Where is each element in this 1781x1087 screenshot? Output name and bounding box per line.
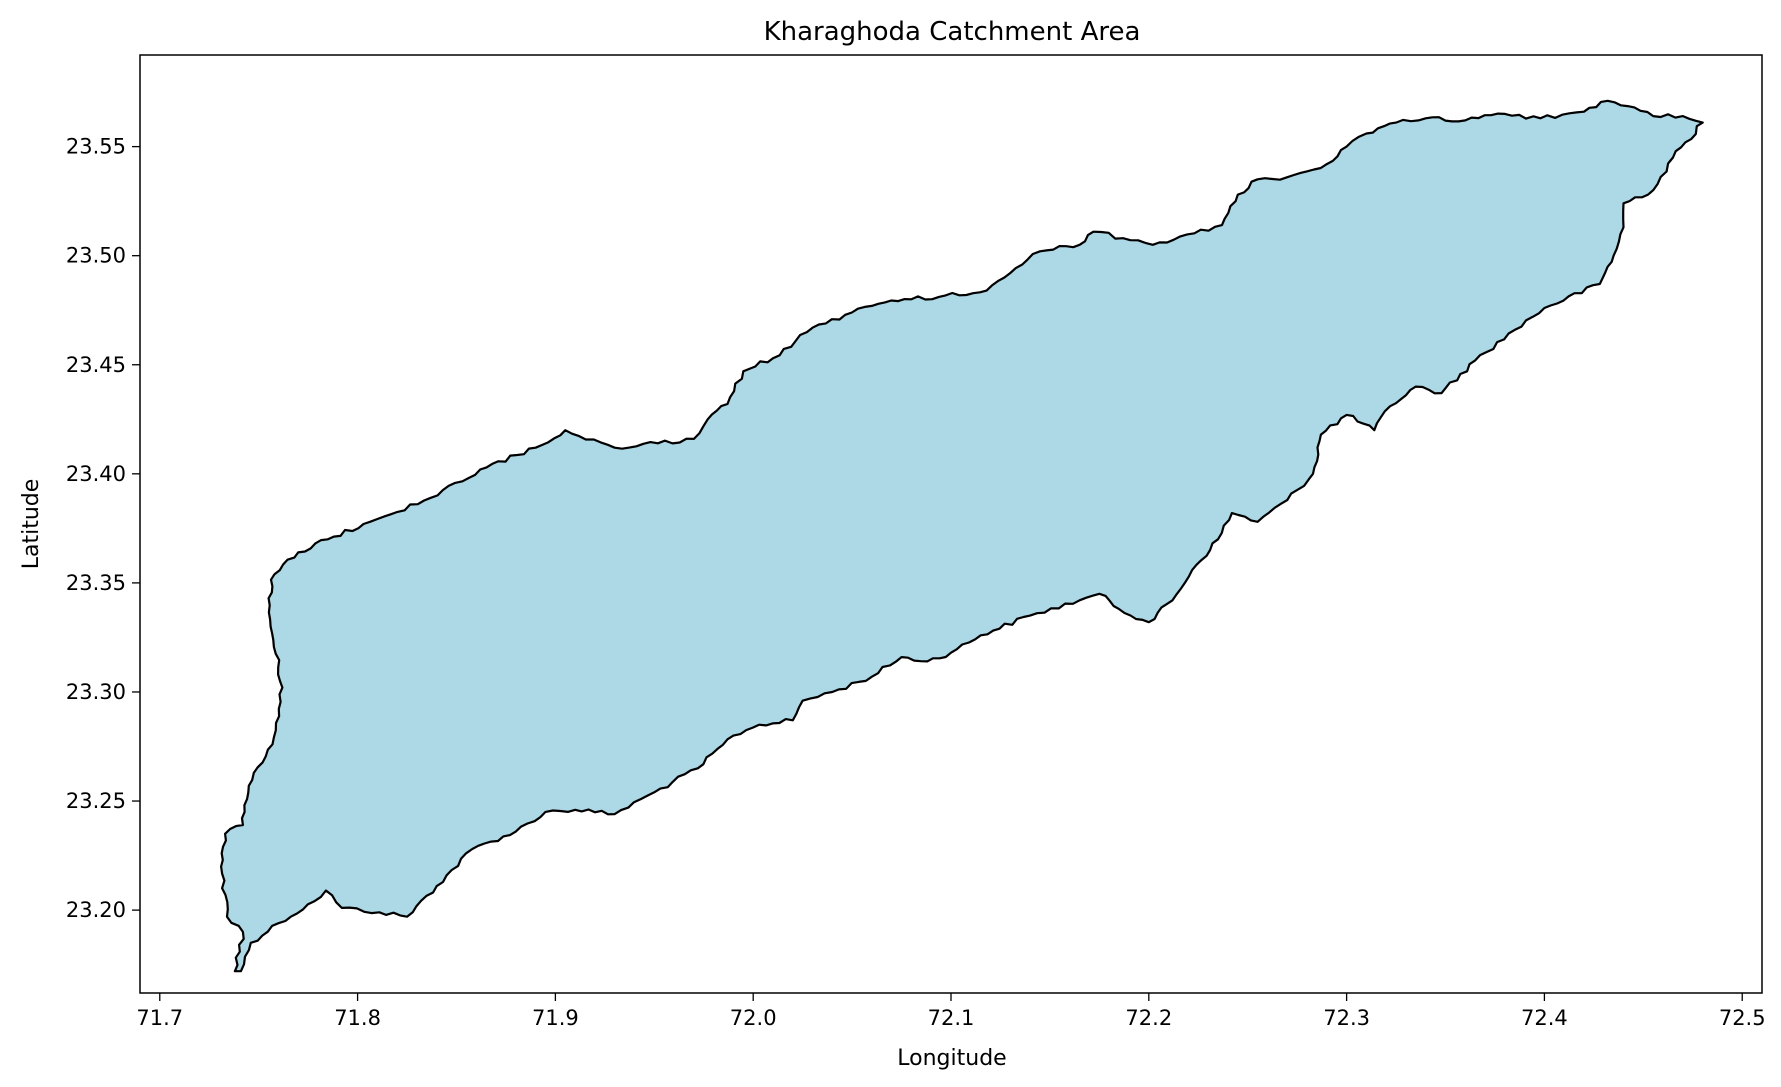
y-tick-label: 23.45 bbox=[66, 353, 126, 377]
y-axis-label: Latitude bbox=[19, 479, 44, 570]
x-tick-label: 71.7 bbox=[136, 1006, 183, 1030]
x-tick-label: 72.3 bbox=[1323, 1006, 1370, 1030]
catchment-area-layer bbox=[220, 99, 1704, 973]
x-tick-label: 72.5 bbox=[1719, 1006, 1766, 1030]
y-tick-label: 23.35 bbox=[66, 571, 126, 595]
y-tick-label: 23.40 bbox=[66, 462, 126, 486]
x-tick-label: 72.2 bbox=[1125, 1006, 1172, 1030]
x-tick-label: 72.1 bbox=[928, 1006, 975, 1030]
x-tick-label: 71.8 bbox=[334, 1006, 381, 1030]
y-tick-label: 23.55 bbox=[66, 135, 126, 159]
x-tick-label: 72.4 bbox=[1521, 1006, 1568, 1030]
y-tick-label: 23.30 bbox=[66, 680, 126, 704]
x-axis: 71.7 71.8 71.9 72.0 72.1 72.2 72.3 72.4 72.5 bbox=[136, 993, 1766, 1030]
x-tick-label: 72.0 bbox=[730, 1006, 777, 1030]
x-tick-label: 71.9 bbox=[532, 1006, 579, 1030]
y-axis: 23.20 23.25 23.30 23.35 23.40 23.45 23.50 23.55 bbox=[66, 135, 140, 922]
chart-title: Kharaghoda Catchment Area bbox=[764, 17, 1141, 47]
y-tick-label: 23.25 bbox=[66, 789, 126, 813]
y-tick-label: 23.50 bbox=[66, 244, 126, 268]
y-tick-label: 23.20 bbox=[66, 898, 126, 922]
x-axis-label: Longitude bbox=[897, 1046, 1006, 1071]
catchment-polygon bbox=[220, 99, 1704, 973]
